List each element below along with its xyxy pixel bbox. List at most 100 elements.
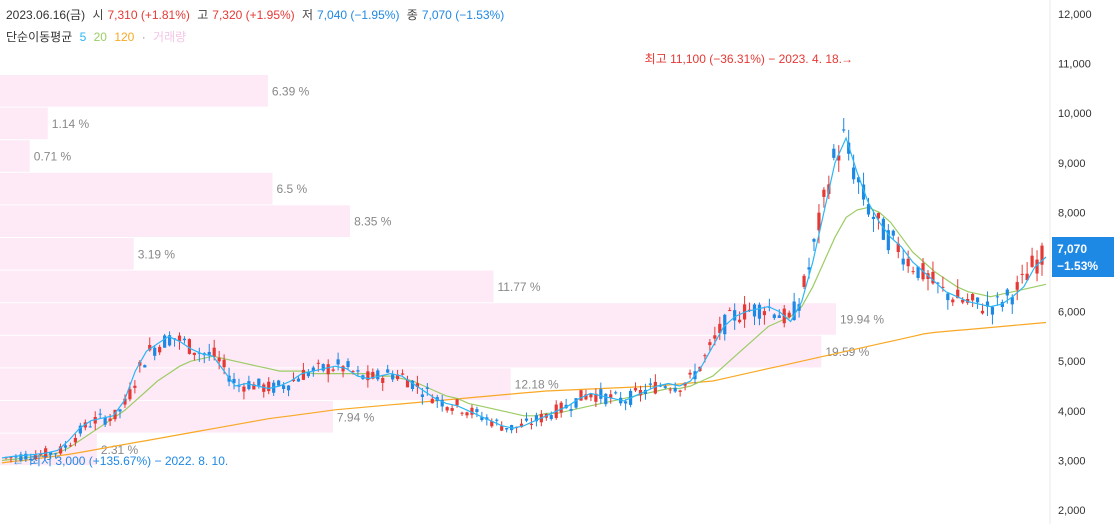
- candle-body: [703, 355, 707, 357]
- legend-separator: ·: [141, 30, 146, 44]
- ma-legend-label: 단순이동평균: [6, 30, 73, 44]
- candle-body: [614, 392, 618, 394]
- candle-body: [951, 299, 955, 303]
- candle-body: [470, 407, 474, 415]
- candle-body: [941, 286, 945, 288]
- candle-body: [331, 369, 335, 371]
- y-tick-label: 10,000: [1058, 108, 1092, 120]
- candle-body: [757, 304, 762, 319]
- candle-body: [143, 365, 147, 368]
- candle-body: [1035, 259, 1039, 274]
- candle-body: [58, 446, 63, 454]
- candle-body: [53, 453, 58, 455]
- close-value: 7,070 (−1.53%): [421, 8, 505, 22]
- volume-profile-label: 0.71 %: [34, 150, 72, 164]
- y-tick-label: 2,000: [1058, 505, 1086, 517]
- candle-body: [192, 352, 196, 355]
- candle-body: [326, 364, 330, 375]
- candle-body: [683, 382, 687, 386]
- candle-body: [980, 310, 985, 314]
- candle-body: [167, 335, 172, 346]
- ma120-path: [1, 321, 1047, 464]
- candle-body: [777, 315, 781, 318]
- high-annotation: 최고 11,100 (−36.31%) − 2023. 4. 18. →: [645, 52, 853, 66]
- candle-body: [658, 385, 662, 387]
- candle-body: [837, 155, 841, 161]
- candle-body: [153, 347, 157, 356]
- candle-body: [971, 294, 975, 301]
- current-change: −1.53%: [1057, 259, 1098, 273]
- candle-body: [906, 258, 910, 267]
- candle-body: [336, 359, 340, 365]
- candle-body: [391, 374, 395, 380]
- volume-profile-bar: [0, 303, 836, 335]
- volume-profile-label: 2.31 %: [101, 443, 139, 457]
- candle-body: [341, 366, 345, 372]
- candle-body: [321, 364, 325, 371]
- candle-body: [386, 369, 390, 373]
- close-label: 종: [406, 8, 418, 22]
- volume-profile-bar: [0, 335, 822, 368]
- candle-body: [762, 311, 767, 316]
- arrow-right-icon: →: [841, 52, 853, 66]
- candle-body: [956, 289, 960, 299]
- candle-body: [792, 301, 796, 321]
- candle-body: [78, 425, 82, 434]
- candle-body: [1025, 273, 1029, 281]
- candle-body: [931, 271, 935, 284]
- volume-profile-label: 3.19 %: [138, 247, 176, 261]
- candle-body: [584, 394, 588, 400]
- candle-body: [589, 394, 593, 398]
- volume-profile-label: 6.39 %: [272, 84, 310, 98]
- candle-body: [995, 296, 999, 298]
- arrow-left-icon: ←: [12, 454, 24, 468]
- volume-profile-label: 6.5 %: [277, 182, 308, 196]
- candle-body: [133, 385, 137, 388]
- candle-body: [609, 394, 613, 399]
- ma5-path: [1, 136, 1047, 459]
- high-annotation-text: 최고 11,100 (−36.31%) − 2023. 4. 18.: [645, 52, 842, 66]
- ma120-legend[interactable]: 120: [114, 30, 135, 44]
- candle-body: [49, 452, 53, 455]
- low-annotation: ← 최저 3,000 (+135.67%) − 2022. 8. 10.: [12, 454, 228, 468]
- candle-body: [648, 383, 653, 385]
- candle-body: [911, 271, 915, 273]
- candle-body: [1005, 289, 1009, 296]
- ma20-legend[interactable]: 20: [93, 30, 107, 44]
- candle-body: [653, 381, 657, 394]
- volume-legend[interactable]: 거래량: [153, 30, 187, 44]
- ma5-legend[interactable]: 5: [79, 30, 87, 44]
- candle-body: [232, 378, 236, 384]
- candle-body: [505, 428, 509, 430]
- candle-body: [440, 399, 444, 407]
- y-tick-label: 8,000: [1058, 207, 1086, 219]
- low-label: 저: [302, 8, 314, 22]
- candle-body: [569, 409, 573, 411]
- volume-profile-label: 19.94 %: [840, 313, 884, 327]
- candle-body: [946, 293, 950, 301]
- candle-body: [549, 415, 553, 420]
- candle-body: [624, 401, 628, 404]
- candle-body: [822, 189, 826, 197]
- candle-body: [415, 383, 420, 388]
- volume-profile-bar: [0, 107, 48, 140]
- candle-body: [871, 216, 876, 220]
- current-price: 7,070: [1057, 242, 1087, 256]
- candle-body: [500, 426, 504, 431]
- candle-body: [529, 423, 534, 425]
- candle-body: [346, 361, 350, 368]
- candle-body: [237, 385, 241, 387]
- candle-body: [772, 314, 776, 319]
- candle-body: [852, 167, 856, 180]
- candle-body: [296, 378, 301, 382]
- volume-profile-bar: [0, 205, 351, 237]
- candle-body: [29, 458, 33, 461]
- candle-body: [990, 306, 995, 315]
- ohlc-header: 2023.06.16(금) 시 7,310 (+1.81%) 고 7,320 (+1…: [6, 6, 508, 23]
- candle-body: [163, 335, 167, 348]
- current-price-badge: 7,070 −1.53%: [1052, 237, 1114, 277]
- low-value: 7,040 (−1.95%): [317, 8, 400, 22]
- y-tick-label: 6,000: [1058, 307, 1086, 319]
- candle-body: [901, 258, 905, 265]
